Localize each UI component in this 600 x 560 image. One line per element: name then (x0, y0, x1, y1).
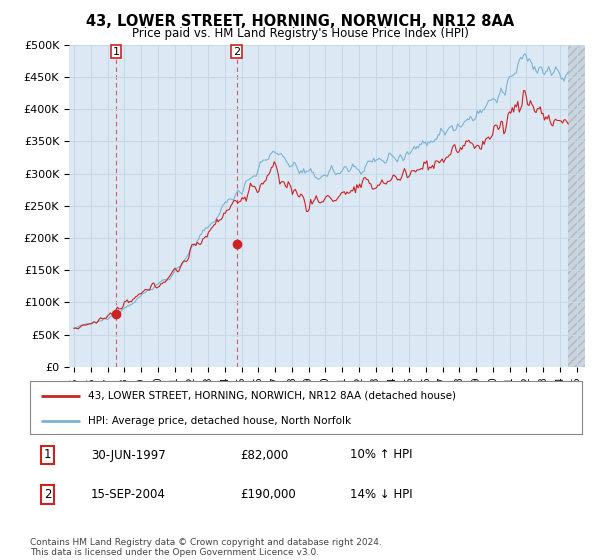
Text: 1: 1 (112, 46, 119, 57)
Text: 15-SEP-2004: 15-SEP-2004 (91, 488, 166, 501)
Text: Contains HM Land Registry data © Crown copyright and database right 2024.
This d: Contains HM Land Registry data © Crown c… (30, 538, 382, 557)
Text: 43, LOWER STREET, HORNING, NORWICH, NR12 8AA (detached house): 43, LOWER STREET, HORNING, NORWICH, NR12… (88, 391, 456, 401)
Bar (568, 45, 585, 367)
Text: HPI: Average price, detached house, North Norfolk: HPI: Average price, detached house, Nort… (88, 416, 351, 426)
Text: 2: 2 (44, 488, 52, 501)
Text: 1: 1 (44, 449, 52, 461)
Text: £82,000: £82,000 (240, 449, 288, 461)
Text: 10% ↑ HPI: 10% ↑ HPI (350, 449, 413, 461)
Text: 14% ↓ HPI: 14% ↓ HPI (350, 488, 413, 501)
Text: 30-JUN-1997: 30-JUN-1997 (91, 449, 166, 461)
Text: 2: 2 (233, 46, 240, 57)
Text: 43, LOWER STREET, HORNING, NORWICH, NR12 8AA: 43, LOWER STREET, HORNING, NORWICH, NR12… (86, 14, 514, 29)
Text: Price paid vs. HM Land Registry's House Price Index (HPI): Price paid vs. HM Land Registry's House … (131, 27, 469, 40)
Text: £190,000: £190,000 (240, 488, 296, 501)
